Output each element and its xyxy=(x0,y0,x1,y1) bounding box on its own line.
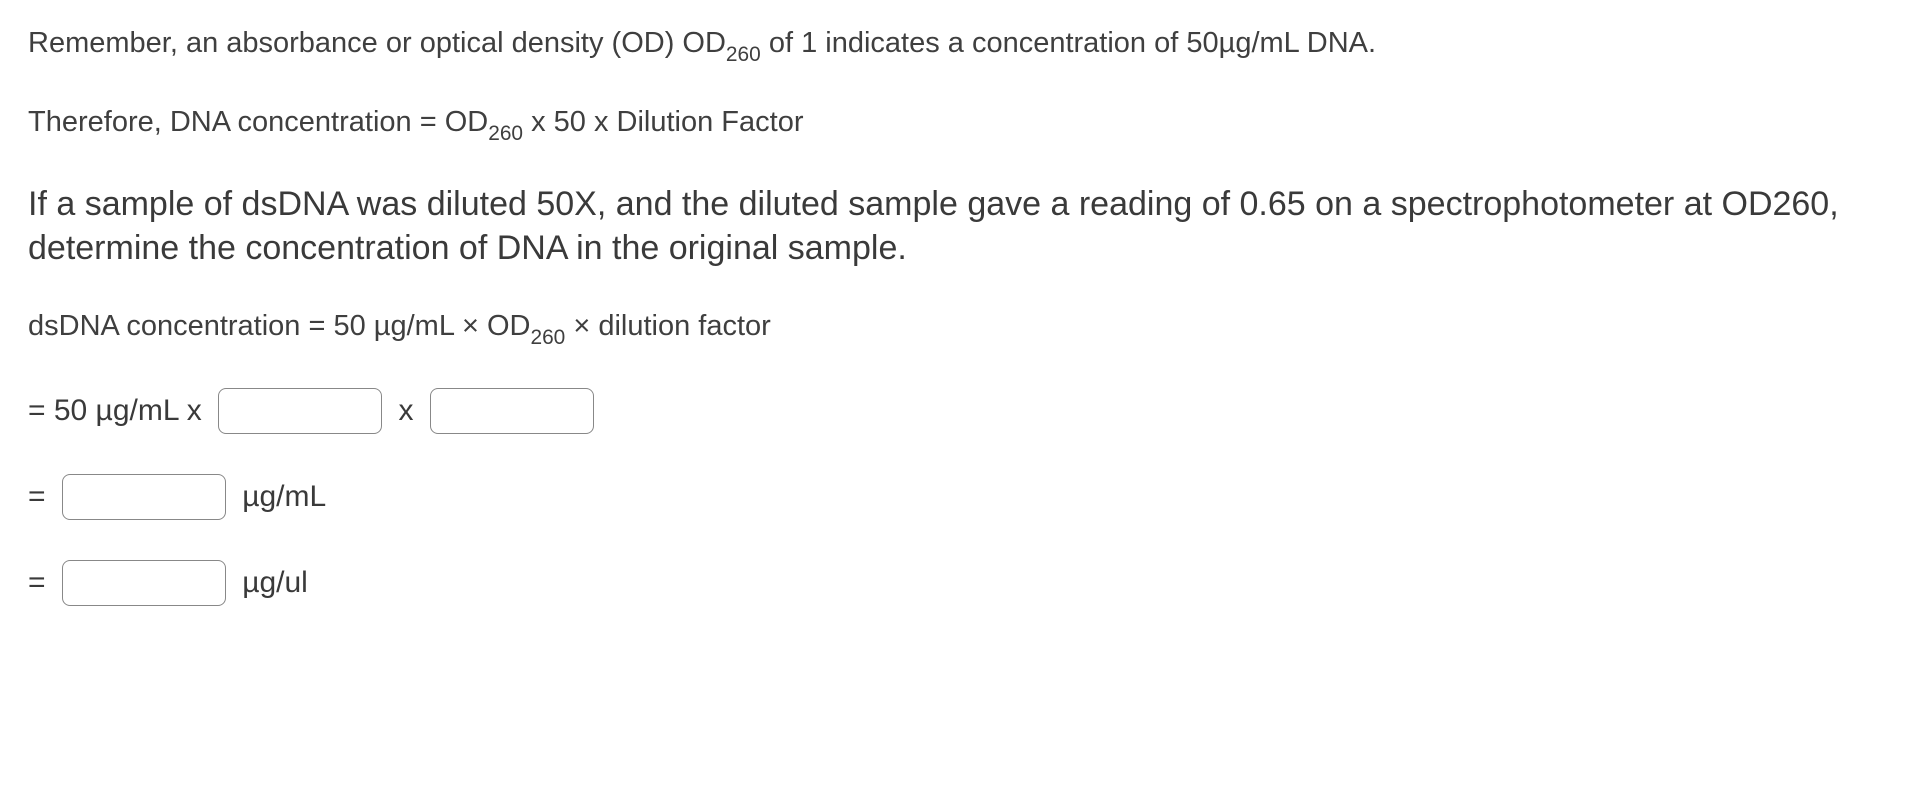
calc-c-unit: µg/ul xyxy=(234,566,308,600)
calc-c-lead: = xyxy=(28,566,54,600)
formula-sub: 260 xyxy=(530,326,565,349)
intro-line-2: Therefore, DNA concentration = OD260 x 5… xyxy=(28,103,1892,146)
result-ug-per-ul-input[interactable] xyxy=(62,560,226,606)
intro-line-2-post: x 50 x Dilution Factor xyxy=(523,106,803,138)
calc-a-lead: = 50 µg/mL x xyxy=(28,394,210,428)
calc-a-mid: x xyxy=(390,394,422,428)
intro-line-1-post: of 1 indicates a concentration of 50µg/m… xyxy=(761,27,1376,59)
intro-line-1-pre: Remember, an absorbance or optical densi… xyxy=(28,27,726,59)
calc-b-unit: µg/mL xyxy=(234,480,326,514)
od260-input[interactable] xyxy=(218,388,382,434)
question-text: If a sample of dsDNA was diluted 50X, an… xyxy=(28,182,1892,270)
calc-line-c: = µg/ul xyxy=(28,560,1892,606)
formula-post: × dilution factor xyxy=(565,310,771,342)
calc-b-lead: = xyxy=(28,480,54,514)
formula-line: dsDNA concentration = 50 µg/mL × OD260 ×… xyxy=(28,310,1892,348)
intro-line-2-pre: Therefore, DNA concentration = OD xyxy=(28,106,488,138)
intro-line-1: Remember, an absorbance or optical densi… xyxy=(28,24,1892,67)
result-ug-per-ml-input[interactable] xyxy=(62,474,226,520)
calc-line-b: = µg/mL xyxy=(28,474,1892,520)
dilution-factor-input[interactable] xyxy=(430,388,594,434)
intro-line-1-sub: 260 xyxy=(726,43,761,66)
formula-pre: dsDNA concentration = 50 µg/mL × OD xyxy=(28,310,530,342)
calc-line-a: = 50 µg/mL x x xyxy=(28,388,1892,434)
intro-line-2-sub: 260 xyxy=(488,122,523,145)
